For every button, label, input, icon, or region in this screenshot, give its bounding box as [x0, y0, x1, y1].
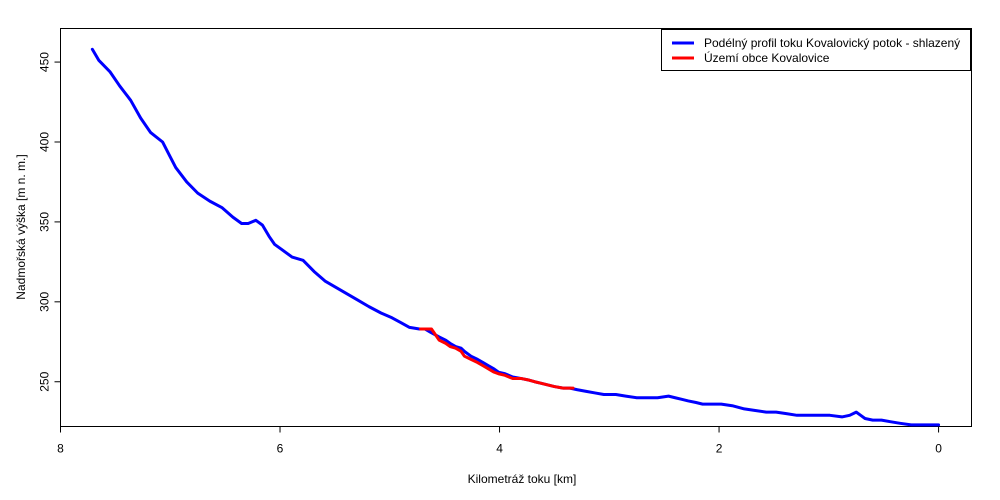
y-tick-label: 250: [38, 371, 52, 391]
legend-label-profile: Podélný profil toku Kovalovický potok - …: [704, 36, 960, 50]
x-tick-label: 2: [716, 442, 723, 456]
y-tick-label: 350: [38, 212, 52, 232]
x-axis-title: Kilometráž toku [km]: [468, 472, 577, 486]
x-tick-label: 4: [496, 442, 503, 456]
legend-box: [661, 29, 971, 71]
x-tick-label: 8: [57, 442, 64, 456]
y-tick-label: 450: [38, 52, 52, 72]
legend: Podélný profil toku Kovalovický potok - …: [661, 29, 971, 71]
legend-label-kovalovice: Území obce Kovalovice: [704, 50, 830, 65]
y-axis-title: Nadmořská výška [m n. m.]: [14, 154, 28, 299]
axes-layer: 8 6 4 2 0 250 300 350 400 450: [38, 52, 943, 456]
series-line-profile: [90, 47, 941, 427]
x-tick-label: 6: [277, 442, 284, 456]
series-layer: [90, 47, 941, 427]
y-tick-label: 300: [38, 291, 52, 311]
x-tick-label: 0: [935, 442, 942, 456]
series-line-kovalovice: [419, 327, 575, 390]
y-tick-label: 400: [38, 132, 52, 152]
